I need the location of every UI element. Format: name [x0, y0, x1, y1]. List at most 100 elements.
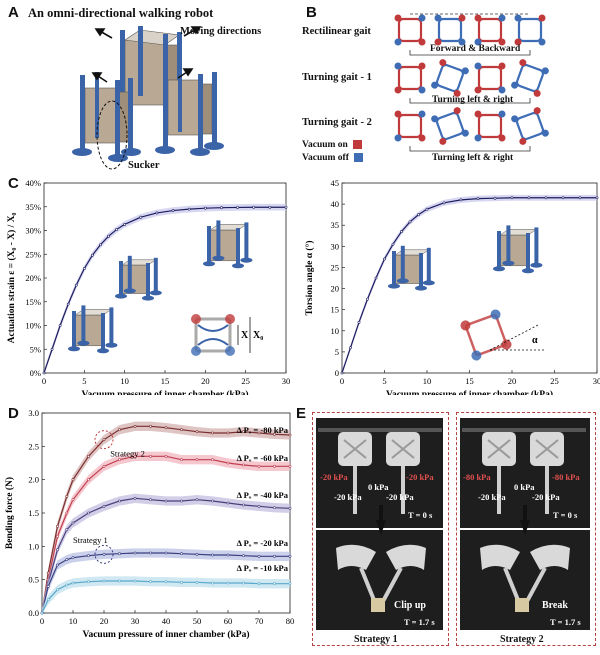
- x-tick-label: 80: [286, 616, 295, 626]
- s2-lower-left: -20 kPa: [478, 492, 506, 502]
- series-point-0: [149, 424, 152, 428]
- y-tick-label: 0.0: [28, 608, 39, 618]
- y-tick-label: 10%: [25, 321, 41, 331]
- panel-a: A An omni-directional walking robot: [0, 0, 300, 175]
- inset-cube-4: [388, 245, 435, 291]
- strain-chart: 0 5 10 15 20 25 30 0% 5% 10% 15% 20% 25% 30% 35% 40% Vac…: [6, 178, 290, 395]
- x-tick-label: 60: [224, 616, 233, 626]
- series-point-2: [71, 521, 75, 525]
- series-point-0: [226, 431, 230, 435]
- series-band-2: [42, 493, 290, 613]
- series-point-1: [226, 461, 230, 465]
- series-point-0: [123, 222, 127, 226]
- y-tick-label: 30: [331, 241, 340, 251]
- series-point-0: [236, 206, 240, 209]
- series-point-0: [561, 196, 565, 200]
- series-point-4: [195, 580, 199, 584]
- torsion-chart: 0 5 10 15 20 25 30 0 5 10 15 20 25 30 35 40 45 Vacuum pre…: [304, 178, 600, 395]
- series-point-1: [149, 454, 152, 458]
- gait-bracket-1: [409, 98, 531, 104]
- moving-directions-label: Moving directions: [180, 26, 262, 37]
- series-point-3: [118, 552, 121, 556]
- series-point-1: [87, 478, 90, 482]
- series-point-3: [195, 552, 199, 556]
- series-point-0: [118, 428, 121, 432]
- series-point-0: [203, 206, 207, 210]
- gait-bracket-2: [409, 146, 531, 152]
- series-point-0: [425, 207, 429, 211]
- s2-action: Break: [542, 600, 568, 611]
- strategy-1-annotation: Strategy 1: [73, 535, 108, 545]
- series-name-2: Δ Pₒ = -40 kPa: [237, 490, 289, 500]
- series-name-3: Δ Pₒ = -20 kPa: [237, 538, 289, 548]
- x-tick-label: 5: [82, 376, 86, 386]
- series-point-4: [71, 581, 75, 585]
- torsion-diagram: [460, 309, 512, 361]
- x-tick-label: 40: [162, 616, 171, 626]
- s1-action: Clip up: [394, 600, 426, 611]
- x-tick-label: 5: [382, 376, 386, 386]
- gait-name-1: Turning gait - 1: [302, 72, 372, 83]
- series-point-4: [288, 582, 292, 586]
- y-tick-label: 5%: [30, 344, 41, 354]
- x-tick-label: 15: [161, 376, 170, 386]
- strategy-1-box: [312, 412, 449, 646]
- robot-left: [72, 72, 141, 162]
- plot-frame: [341, 182, 598, 374]
- inset-cube-1: [68, 305, 118, 354]
- y-tick-label: 20: [331, 284, 340, 294]
- gait-shape-2-2: [474, 110, 506, 142]
- series-point-0: [87, 454, 90, 458]
- series-point-0: [50, 347, 54, 351]
- series-point-0: [391, 242, 395, 246]
- series-band-4: [42, 576, 290, 613]
- panel-b-label: B: [306, 4, 317, 21]
- series-point-0: [66, 302, 70, 306]
- series-point-1: [102, 464, 106, 468]
- y-tick-label: 30%: [25, 226, 41, 236]
- series-point-0: [180, 428, 183, 432]
- series-point-3: [149, 551, 152, 555]
- x-tick-label: 10: [120, 376, 129, 386]
- series-point-0: [544, 196, 548, 200]
- series-point-4: [226, 581, 230, 585]
- y-tick-label: 35: [331, 220, 340, 230]
- x-tick-label: 25: [550, 376, 559, 386]
- series-point-4: [211, 581, 214, 585]
- series-point-3: [164, 551, 168, 555]
- x-symbol: X: [241, 330, 249, 341]
- y-tick-label: 35%: [25, 202, 41, 212]
- series-point-2: [65, 528, 69, 532]
- x-tick-label: 25: [241, 376, 250, 386]
- series-point-3: [87, 554, 90, 558]
- series-point-1: [288, 464, 292, 468]
- series-point-0: [42, 371, 46, 375]
- series-point-4: [242, 581, 245, 585]
- gait-shape-0-3: [514, 14, 546, 46]
- series-point-4: [40, 611, 44, 615]
- series-point-0: [417, 213, 420, 217]
- series-point-0: [155, 211, 159, 215]
- series-point-0: [115, 228, 119, 231]
- series-point-2: [211, 499, 214, 503]
- y-tick-label: 40: [331, 199, 340, 209]
- bending-force-chart: 0 10 20 30 40 50 60 70 80 0.0 0.5 1.0 1.5 2.0 2.5 3.0 Va…: [4, 408, 295, 640]
- series-point-1: [164, 454, 168, 458]
- y-tick-label: 45: [331, 178, 340, 188]
- series-point-0: [74, 283, 78, 287]
- s2-lower-right: -20 kPa: [532, 492, 560, 502]
- series-band-3: [42, 548, 290, 613]
- series-point-2: [273, 506, 276, 510]
- panel-e-label: E: [296, 405, 307, 422]
- gait-shape-1-0: [394, 62, 426, 94]
- series-point-3: [102, 552, 106, 556]
- legend-vacuum-on: Vacuum on: [302, 140, 363, 150]
- s2-left-pressure: -80 kPa: [463, 472, 491, 482]
- sucker-highlight: [96, 100, 128, 170]
- y-tick-label: 15%: [25, 297, 41, 307]
- x-tick-label: 50: [193, 616, 202, 626]
- y-tick-label: 10: [331, 326, 340, 336]
- series-point-0: [82, 267, 86, 270]
- series-point-0: [252, 205, 256, 209]
- strategy-2-photo-bottom: [460, 530, 590, 630]
